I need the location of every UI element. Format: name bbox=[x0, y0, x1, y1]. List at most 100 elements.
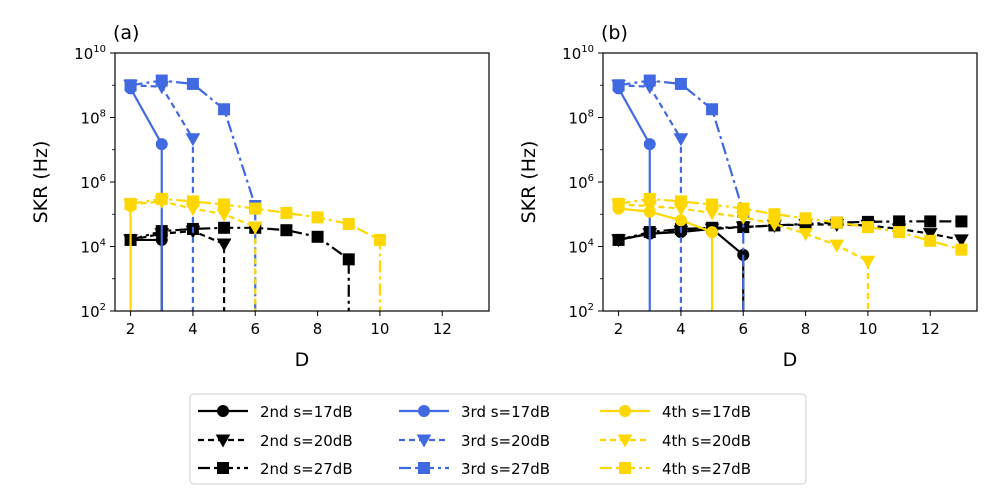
legend-label: 2nd s=20dB bbox=[260, 432, 353, 450]
x-axis-label: D bbox=[295, 349, 310, 371]
x-tick-label: 10 bbox=[858, 320, 877, 338]
data-point bbox=[924, 215, 937, 228]
legend-label: 2nd s=27dB bbox=[260, 460, 353, 478]
data-point bbox=[829, 239, 845, 253]
data-point bbox=[643, 138, 656, 151]
legend-label: 3rd s=27dB bbox=[461, 460, 550, 478]
data-point bbox=[893, 215, 906, 228]
legend-marker bbox=[217, 405, 229, 417]
y-tick-label: 102 bbox=[569, 302, 594, 321]
x-tick-label: 8 bbox=[313, 320, 323, 338]
legend-entry: 3rd s=20dB bbox=[399, 432, 550, 450]
plot-area bbox=[611, 74, 969, 311]
legend-marker bbox=[418, 462, 430, 474]
data-point bbox=[124, 79, 137, 92]
data-point bbox=[955, 243, 968, 256]
data-point bbox=[673, 133, 689, 147]
legend-entry: 3rd s=27dB bbox=[399, 460, 550, 478]
legend-marker bbox=[418, 405, 430, 417]
data-point bbox=[185, 133, 201, 147]
series-3rd-s-27db bbox=[612, 74, 750, 311]
series-line bbox=[130, 200, 257, 311]
axes-frame bbox=[602, 52, 978, 312]
y-tick-label: 104 bbox=[81, 238, 106, 257]
legend-entry: 2nd s=20dB bbox=[198, 432, 353, 450]
legend-marker bbox=[619, 462, 631, 474]
panel-b: 2 4 6 8 10 12 102 104 106 108 1010 D SKR (Hz) (b) bbox=[518, 22, 978, 371]
plot-area bbox=[123, 74, 386, 311]
x-tick-label: 4 bbox=[188, 320, 198, 338]
x-tick-label: 4 bbox=[676, 320, 686, 338]
y-tick-label: 1010 bbox=[74, 44, 106, 63]
x-tick-label: 12 bbox=[433, 320, 452, 338]
series-line bbox=[618, 84, 683, 311]
data-point bbox=[830, 216, 843, 229]
series-line bbox=[130, 84, 195, 311]
legend-marker bbox=[215, 434, 231, 448]
legend-marker bbox=[217, 462, 229, 474]
data-point bbox=[612, 197, 625, 210]
series-line bbox=[130, 197, 382, 311]
legend-label: 3rd s=17dB bbox=[461, 403, 550, 421]
series-line bbox=[618, 207, 714, 311]
x-tick-label: 6 bbox=[738, 320, 748, 338]
data-point bbox=[674, 214, 687, 227]
y-axis-label: SKR (Hz) bbox=[518, 141, 540, 224]
series-2nd-s-27db bbox=[612, 215, 968, 246]
data-point bbox=[373, 233, 386, 246]
series-4th-s-17db bbox=[612, 202, 719, 311]
data-point bbox=[643, 192, 656, 205]
legend-label: 4th s=20dB bbox=[662, 432, 751, 450]
series-line bbox=[130, 230, 226, 311]
legend-marker bbox=[617, 434, 633, 448]
y-tick-label: 106 bbox=[569, 173, 594, 192]
series-line bbox=[130, 238, 163, 311]
x-tick-label: 8 bbox=[801, 320, 811, 338]
data-point bbox=[155, 192, 168, 205]
data-point bbox=[216, 238, 232, 252]
legend-entry: 2nd s=27dB bbox=[198, 460, 353, 478]
series-2nd-s-27db bbox=[124, 221, 355, 311]
data-point bbox=[186, 195, 199, 208]
legend-entry: 4th s=20dB bbox=[600, 432, 751, 450]
legend-marker bbox=[619, 405, 631, 417]
data-point bbox=[924, 234, 937, 247]
legend-entry: 2nd s=17dB bbox=[198, 403, 353, 421]
legend-label: 4th s=17dB bbox=[662, 403, 751, 421]
data-point bbox=[216, 208, 232, 222]
x-tick-label: 2 bbox=[614, 320, 624, 338]
y-tick-label: 104 bbox=[569, 238, 594, 257]
legend-frame bbox=[189, 393, 807, 485]
data-point bbox=[342, 217, 355, 230]
data-point bbox=[674, 77, 687, 90]
data-point bbox=[218, 221, 231, 234]
y-tick-label: 108 bbox=[569, 109, 594, 128]
data-point bbox=[218, 198, 231, 211]
data-point bbox=[674, 195, 687, 208]
x-axis-label: D bbox=[783, 349, 798, 371]
data-point bbox=[612, 79, 625, 92]
legend-label: 4th s=27dB bbox=[662, 460, 751, 478]
data-point bbox=[768, 208, 781, 221]
y-tick-label: 108 bbox=[81, 109, 106, 128]
panel-label: (b) bbox=[601, 22, 628, 44]
data-point bbox=[280, 224, 293, 237]
data-point bbox=[799, 212, 812, 225]
data-point bbox=[954, 234, 969, 248]
series-4th-s-27db bbox=[124, 192, 386, 311]
data-point bbox=[860, 255, 876, 269]
x-tick-label: 12 bbox=[921, 320, 940, 338]
data-point bbox=[737, 202, 750, 215]
data-point bbox=[922, 228, 938, 242]
data-point bbox=[155, 74, 168, 87]
x-tick-label: 2 bbox=[126, 320, 136, 338]
panel-a: 2 4 6 8 10 12 102 104 106 108 1010 D SKR (Hz) (a) bbox=[30, 22, 490, 371]
data-point bbox=[893, 226, 906, 239]
x-tick-label: 6 bbox=[250, 320, 260, 338]
x-tick-label: 10 bbox=[370, 320, 389, 338]
legend-label: 2nd s=17dB bbox=[260, 403, 353, 421]
series-4th-s-27db bbox=[612, 192, 968, 256]
legend-entry: 4th s=27dB bbox=[600, 460, 751, 478]
data-point bbox=[706, 226, 719, 239]
